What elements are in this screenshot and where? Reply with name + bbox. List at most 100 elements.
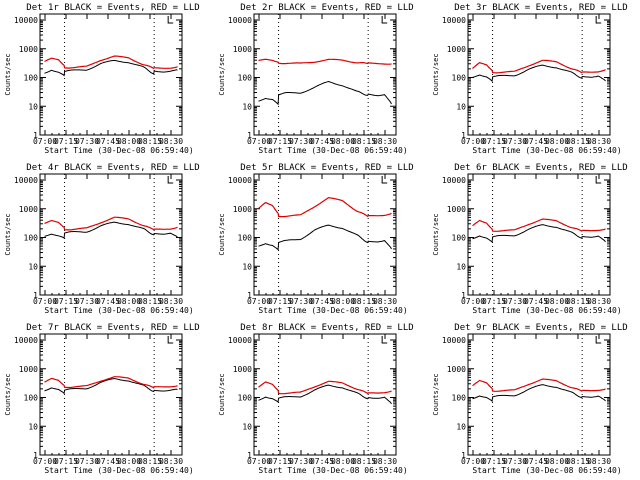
x-axis-label: Start Time (30-Dec-08 06:59:40) (472, 306, 621, 315)
y-tick-label: 10 (456, 262, 466, 271)
x-tick-label: 07:45 (96, 297, 120, 306)
x-tick-label: 07:15 (268, 457, 292, 466)
y-tick-label: 100 (24, 74, 39, 83)
y-tick-label: 10000 (228, 16, 252, 25)
y-tick-label: 10 (242, 262, 252, 271)
detector-panel-8: Det 8r BLACK = Events, RED = LLD 1 10 100 10… (218, 323, 414, 475)
y-tick-label: 10000 (14, 336, 38, 345)
x-tick-label: 07:45 (96, 457, 120, 466)
x-tick-label: 07:30 (503, 457, 527, 466)
x-tick-label: 08:30 (587, 457, 611, 466)
annotation-marker (167, 176, 174, 184)
lld-series-line (44, 216, 178, 231)
x-tick-label: 07:30 (75, 137, 99, 146)
x-tick-label: 08:15 (566, 297, 590, 306)
y-tick-label: 100 (238, 234, 253, 243)
y-axis-label: Counts/sec (432, 53, 440, 95)
x-tick-label: 08:00 (117, 457, 141, 466)
x-tick-label: 07:30 (75, 297, 99, 306)
x-tick-label: 08:30 (159, 137, 183, 146)
y-tick-label: 10 (456, 102, 466, 111)
x-tick-label: 08:00 (331, 137, 355, 146)
y-tick-label: 1 (33, 291, 38, 300)
x-tick-label: 08:00 (331, 297, 355, 306)
x-tick-label: 07:45 (524, 457, 548, 466)
y-tick-label: 1000 (233, 365, 252, 374)
lld-series-line (44, 55, 178, 70)
y-tick-label: 1 (247, 291, 252, 300)
x-tick-label: 08:30 (587, 137, 611, 146)
plot-frame (467, 13, 611, 136)
events-series-line (44, 377, 178, 395)
y-tick-label: 100 (24, 234, 39, 243)
panel-title: Det 8r BLACK = Events, RED = LLD (240, 323, 413, 333)
y-tick-label: 1000 (233, 45, 252, 54)
annotation-marker (381, 336, 388, 344)
annotation-marker (381, 176, 388, 184)
plot-frame (253, 13, 397, 136)
x-tick-label: 07:00 (247, 297, 271, 306)
events-series-line (472, 64, 606, 83)
panel-title: Det 5r BLACK = Events, RED = LLD (240, 163, 413, 173)
x-tick-label: 07:00 (33, 137, 57, 146)
x-axis-label: Start Time (30-Dec-08 06:59:40) (258, 146, 407, 155)
x-tick-label: 07:45 (310, 137, 334, 146)
y-tick-label: 10 (242, 102, 252, 111)
panel-title: Det 9r BLACK = Events, RED = LLD (454, 323, 627, 333)
detector-panel-2: Det 2r BLACK = Events, RED = LLD 1 10 100 10… (218, 3, 414, 155)
detector-panel-9: Det 9r BLACK = Events, RED = LLD 1 10 100 10… (432, 323, 628, 475)
y-tick-label: 1 (33, 451, 38, 460)
x-tick-label: 07:15 (54, 137, 78, 146)
y-tick-label: 1 (461, 131, 466, 140)
x-tick-label: 07:45 (524, 297, 548, 306)
events-series-line (258, 80, 392, 106)
x-tick-label: 07:30 (503, 137, 527, 146)
y-tick-label: 10 (242, 422, 252, 431)
x-tick-label: 08:00 (331, 457, 355, 466)
y-tick-label: 10000 (14, 16, 38, 25)
plot-frame (253, 333, 397, 456)
events-series-line (472, 384, 606, 403)
x-tick-label: 08:00 (545, 297, 569, 306)
annotation-marker (595, 336, 602, 344)
panel-title: Det 4r BLACK = Events, RED = LLD (26, 163, 199, 173)
panel-title: Det 7r BLACK = Events, RED = LLD (26, 323, 199, 333)
detector-panel-4: Det 4r BLACK = Events, RED = LLD 1 10 100 10… (4, 163, 200, 315)
y-tick-label: 10000 (14, 176, 38, 185)
y-axis-label: Counts/sec (4, 373, 12, 415)
y-tick-label: 100 (238, 74, 253, 83)
x-tick-label: 07:00 (461, 297, 485, 306)
y-tick-label: 10 (28, 422, 38, 431)
y-axis-label: Counts/sec (432, 373, 440, 415)
x-tick-label: 07:15 (268, 297, 292, 306)
lld-series-line (472, 59, 606, 74)
x-axis-label: Start Time (30-Dec-08 06:59:40) (258, 466, 407, 475)
lld-series-line (472, 218, 606, 232)
y-tick-label: 10000 (228, 336, 252, 345)
x-tick-label: 07:45 (96, 137, 120, 146)
y-tick-label: 1000 (19, 365, 38, 374)
lld-series-line (258, 196, 392, 218)
x-tick-label: 07:30 (289, 457, 313, 466)
panel-title: Det 3r BLACK = Events, RED = LLD (454, 3, 627, 13)
y-tick-label: 1000 (447, 45, 466, 54)
x-tick-label: 08:30 (373, 137, 397, 146)
y-tick-label: 100 (452, 394, 467, 403)
x-tick-label: 07:15 (482, 457, 506, 466)
detector-panel-6: Det 6r BLACK = Events, RED = LLD 1 10 100 10… (432, 163, 628, 315)
annotation-marker (167, 16, 174, 24)
x-axis-label: Start Time (30-Dec-08 06:59:40) (472, 146, 621, 155)
events-series-line (44, 221, 178, 239)
lld-series-line (258, 380, 392, 395)
detector-panel-5: Det 5r BLACK = Events, RED = LLD 1 10 100 10… (218, 163, 414, 315)
y-axis-label: Counts/sec (4, 213, 12, 255)
plot-frame (39, 173, 183, 296)
y-tick-label: 10000 (228, 176, 252, 185)
x-tick-label: 08:00 (545, 457, 569, 466)
y-tick-label: 10 (28, 102, 38, 111)
lld-series-line (472, 378, 606, 392)
y-tick-label: 100 (238, 394, 253, 403)
lld-series-line (258, 58, 392, 65)
y-tick-label: 10 (28, 262, 38, 271)
y-axis-label: Counts/sec (218, 373, 226, 415)
